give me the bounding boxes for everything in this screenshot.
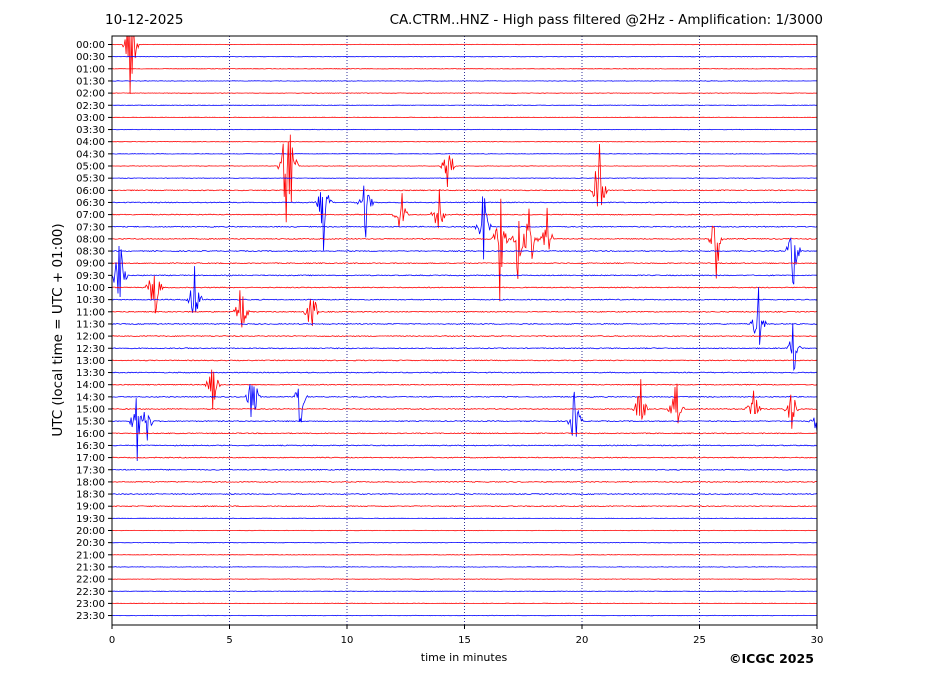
x-tick-label: 10 [341, 635, 354, 646]
trace-0730 [112, 196, 817, 260]
y-tick-label: 09:00 [76, 259, 105, 270]
x-axis-label: time in minutes [420, 651, 508, 664]
trace-1630 [112, 444, 817, 447]
y-tick-label: 04:00 [76, 137, 105, 148]
y-tick-label: 07:00 [76, 210, 105, 221]
chart-title: CA.CTRM..HNZ - High pass filtered @2Hz -… [389, 12, 823, 28]
y-tick-label: 10:30 [76, 295, 105, 306]
x-tick-label: 15 [458, 635, 471, 646]
trace-0600 [112, 143, 817, 207]
y-tick-label: 20:00 [76, 526, 105, 537]
y-tick-label: 14:30 [76, 392, 105, 403]
trace-1600 [112, 432, 817, 435]
y-tick-label: 05:30 [76, 174, 105, 185]
y-tick-label: 00:00 [76, 40, 105, 51]
trace-1900 [112, 505, 817, 508]
y-tick-label: 03:00 [76, 113, 105, 124]
y-tick-label: 09:30 [76, 271, 105, 282]
trace-0000 [112, 36, 817, 95]
y-tick-label: 15:30 [76, 417, 105, 428]
y-tick-label: 13:00 [76, 356, 105, 367]
trace-group [112, 36, 817, 617]
y-tick-label: 18:30 [76, 490, 105, 501]
y-tick-label: 02:00 [76, 89, 105, 100]
x-tick-label: 30 [811, 635, 824, 646]
y-tick-label: 13:30 [76, 368, 105, 379]
x-tick-label: 5 [226, 635, 232, 646]
trace-1000 [112, 275, 817, 314]
y-tick-label: 22:30 [76, 587, 105, 598]
y-tick-label: 18:00 [76, 477, 105, 488]
y-tick-label: 11:00 [76, 307, 105, 318]
y-tick-label: 23:00 [76, 599, 105, 610]
y-tick-label: 21:30 [76, 562, 105, 573]
y-tick-label: 08:30 [76, 247, 105, 258]
y-tick-label: 14:00 [76, 380, 105, 391]
y-tick-label: 06:30 [76, 198, 105, 209]
y-tick-label: 11:30 [76, 319, 105, 330]
y-tick-label: 06:00 [76, 186, 105, 197]
y-tick-label: 00:30 [76, 52, 105, 63]
y-tick-label: 03:30 [76, 125, 105, 136]
y-axis-label: UTC (local time = UTC + 01:00) [50, 223, 66, 437]
y-tick-label: 05:00 [76, 162, 105, 173]
x-tick-label: 0 [109, 635, 115, 646]
y-tick-label: 01:30 [76, 76, 105, 87]
y-tick-label: 19:30 [76, 514, 105, 525]
y-tick-label: 02:30 [76, 101, 105, 112]
trace-1430 [112, 384, 817, 423]
trace-0930 [112, 245, 817, 298]
y-tick-label: 08:00 [76, 234, 105, 245]
y-tick-label: 22:00 [76, 575, 105, 586]
date-label: 10-12-2025 [105, 12, 184, 28]
x-tick-label: 25 [693, 635, 706, 646]
trace-0800 [112, 198, 817, 302]
y-tick-label: 19:00 [76, 502, 105, 513]
y-tick-label: 12:30 [76, 344, 105, 355]
y-tick-label: 16:00 [76, 429, 105, 440]
y-tick-label: 20:30 [76, 538, 105, 549]
vertical-gridlines [229, 36, 700, 625]
y-tick-label: 17:00 [76, 453, 105, 464]
y-tick-label: 21:00 [76, 550, 105, 561]
trace-0630 [112, 185, 817, 251]
trace-1700 [112, 456, 817, 459]
y-tick-label: 17:30 [76, 465, 105, 476]
y-tick-label: 07:30 [76, 222, 105, 233]
y-tick-label: 04:30 [76, 149, 105, 160]
trace-2030 [112, 541, 817, 544]
trace-1930 [112, 517, 817, 520]
y-tick-label: 16:30 [76, 441, 105, 452]
copyright-label: ©ICGC 2025 [729, 651, 814, 666]
x-axis: 0 5 10 15 20 25 30 [109, 625, 824, 646]
x-tick-label: 20 [576, 635, 589, 646]
y-tick-label: 12:00 [76, 332, 105, 343]
y-tick-label: 23:30 [76, 611, 105, 622]
trace-1830 [112, 493, 817, 496]
trace-1730 [112, 468, 817, 471]
y-tick-label: 10:00 [76, 283, 105, 294]
trace-0830 [112, 237, 817, 285]
y-tick-label: 15:00 [76, 405, 105, 416]
trace-1800 [112, 481, 817, 483]
trace-1030 [112, 266, 817, 313]
y-tick-label: 01:00 [76, 64, 105, 75]
trace-0030 [112, 55, 817, 58]
trace-0700 [112, 189, 817, 229]
trace-0900 [112, 262, 817, 265]
